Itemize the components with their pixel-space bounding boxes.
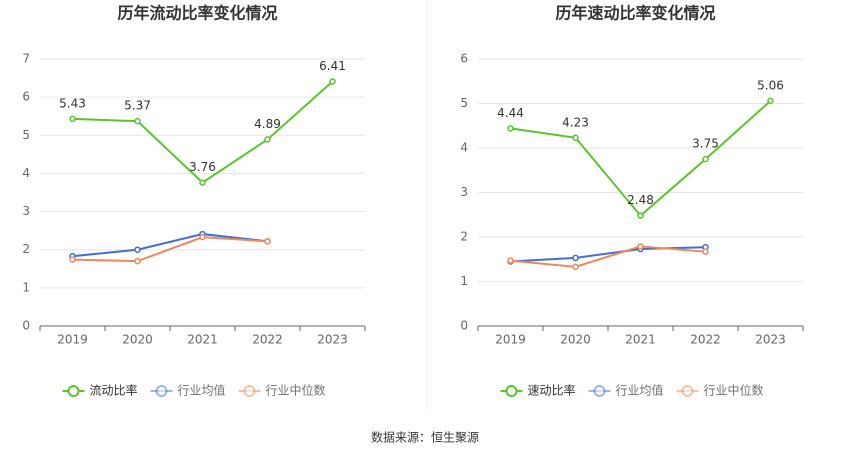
point: [637, 212, 644, 219]
y-tick-label: 5: [22, 128, 30, 142]
y-tick-label: 1: [460, 274, 468, 288]
legend-marker: [681, 385, 694, 397]
source-note: 数据来源：恒生聚源: [371, 430, 479, 445]
y-tick-label: 5: [460, 96, 468, 110]
point: [264, 238, 271, 245]
y-tick-label: 0: [460, 319, 468, 333]
data-label: 2.48: [627, 193, 654, 207]
x-tick-label: 2023: [317, 333, 348, 347]
chart-title: 历年速动比率变化情况: [555, 4, 715, 23]
x-tick-label: 2019: [495, 333, 526, 347]
x-tick-label: 2020: [560, 333, 591, 347]
legend-label: 速动比率: [528, 383, 576, 398]
legend-label: 行业中位数: [266, 383, 326, 398]
data-label: 5.06: [757, 78, 784, 92]
y-tick-label: 4: [22, 166, 30, 180]
legend-label: 行业中位数: [704, 383, 764, 398]
y-tick-label: 3: [460, 185, 468, 199]
y-tick-label: 1: [22, 280, 30, 294]
data-label: 4.23: [562, 115, 589, 129]
point: [572, 134, 579, 142]
y-tick-label: 6: [22, 90, 30, 104]
y-tick-label: 4: [460, 141, 468, 155]
legend-label: 流动比率: [90, 383, 138, 398]
point: [264, 136, 271, 143]
y-tick-label: 2: [22, 242, 30, 256]
point: [507, 125, 514, 132]
point: [134, 257, 141, 265]
data-label: 5.37: [124, 99, 151, 113]
point: [702, 155, 709, 163]
legend-marker: [67, 385, 80, 397]
y-tick-label: 2: [460, 230, 468, 244]
point: [767, 97, 774, 105]
legend-marker: [593, 385, 606, 397]
y-tick-label: 7: [22, 52, 30, 66]
y-tick-label: 3: [22, 204, 30, 218]
y-tick-label: 0: [22, 319, 30, 333]
data-label: 4.89: [254, 117, 281, 131]
point: [507, 257, 514, 264]
legend-label: 行业均值: [616, 383, 664, 398]
point: [134, 117, 141, 125]
legend-label: 行业均值: [178, 383, 226, 398]
point: [69, 115, 76, 123]
point: [329, 78, 336, 85]
series-line: [72, 233, 268, 258]
x-tick-label: 2023: [755, 333, 786, 347]
legend-marker: [243, 385, 256, 397]
x-tick-label: 2021: [625, 333, 656, 347]
legend-marker: [155, 385, 168, 397]
data-label: 3.76: [189, 160, 216, 174]
series-line: [510, 245, 706, 268]
data-label: 3.75: [692, 137, 719, 151]
y-tick-label: 6: [460, 52, 468, 66]
legend-marker: [505, 385, 518, 397]
data-label: 4.44: [497, 106, 524, 120]
series-line: [72, 236, 268, 263]
x-tick-label: 2020: [122, 333, 153, 347]
point: [572, 254, 579, 262]
data-label: 6.41: [319, 59, 346, 73]
point: [69, 256, 76, 263]
x-tick-label: 2021: [187, 333, 218, 347]
point: [199, 179, 206, 186]
data-label: 5.43: [59, 96, 86, 110]
x-tick-label: 2019: [57, 333, 88, 347]
point: [572, 263, 579, 271]
chart-title: 历年流动比率变化情况: [117, 4, 277, 23]
point: [199, 233, 206, 241]
x-tick-label: 2022: [252, 333, 283, 347]
point: [134, 246, 141, 253]
x-tick-label: 2022: [690, 333, 721, 347]
point: [702, 248, 709, 255]
point: [637, 243, 644, 250]
